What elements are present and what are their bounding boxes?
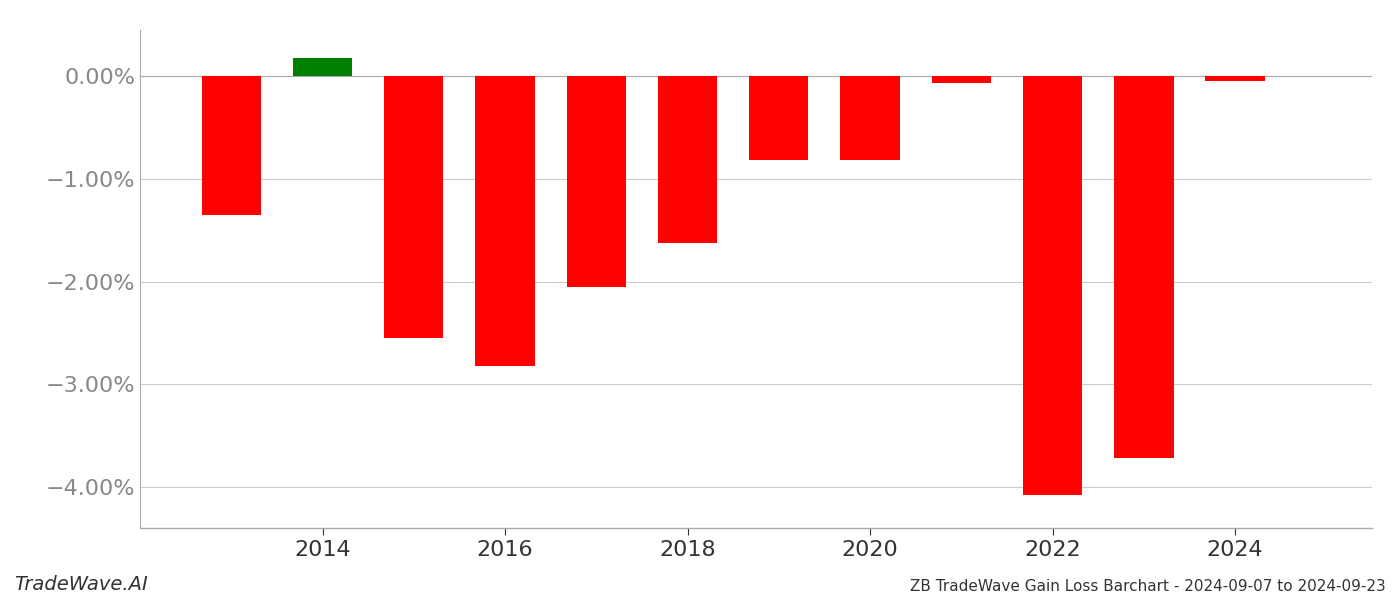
Text: TradeWave.AI: TradeWave.AI <box>14 575 148 594</box>
Bar <box>384 76 444 338</box>
Bar <box>749 76 808 160</box>
Bar <box>840 76 900 160</box>
Text: ZB TradeWave Gain Loss Barchart - 2024-09-07 to 2024-09-23: ZB TradeWave Gain Loss Barchart - 2024-0… <box>910 579 1386 594</box>
Bar <box>1114 76 1173 458</box>
Bar <box>567 76 626 287</box>
Bar <box>202 76 260 215</box>
Bar <box>1023 76 1082 495</box>
Bar <box>658 76 717 242</box>
Bar <box>1205 76 1264 82</box>
Bar <box>476 76 535 366</box>
Bar <box>293 58 353 76</box>
Bar <box>931 76 991 83</box>
